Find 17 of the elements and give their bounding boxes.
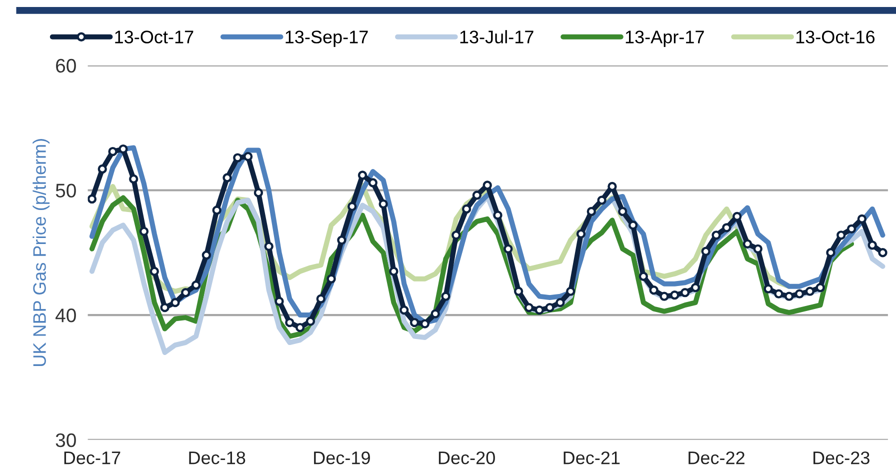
y-tick-label: 30 (56, 433, 76, 448)
x-tick-label: Dec-22 (688, 451, 744, 464)
legend-label: 13-Jul-17 (460, 30, 534, 44)
legend-label: 13-Apr-17 (626, 30, 704, 47)
y-axis-title: UK NBP Gas Price (p/therm) (32, 139, 50, 366)
legend-label: 13-Oct-17 (115, 30, 194, 44)
x-tick-label: Dec-21 (564, 451, 620, 464)
y-tick-label: 50 (56, 184, 76, 198)
legend-label: 13-Sep-17 (286, 30, 368, 47)
x-tick-label: Dec-19 (314, 451, 370, 464)
legend-label: 13-Oct-16 (796, 30, 875, 44)
x-tick-label: Dec-18 (189, 451, 246, 464)
x-tick-label: Dec-17 (64, 452, 120, 464)
x-tick-label: Dec-20 (438, 451, 495, 464)
x-tick-label: Dec-23 (813, 451, 870, 464)
y-tick-label: 40 (56, 308, 76, 322)
y-tick-label: 60 (56, 58, 76, 73)
